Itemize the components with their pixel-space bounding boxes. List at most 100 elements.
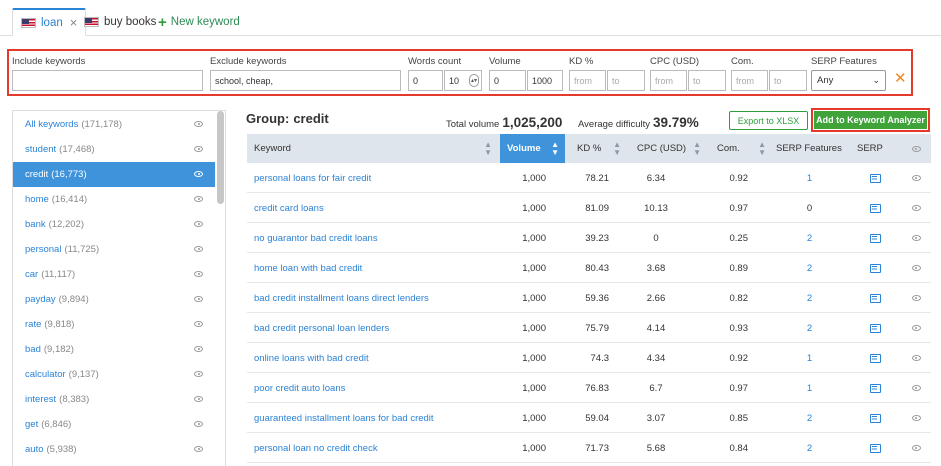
column-cpc[interactable]: CPC (USD) ▲ ▼ — [628, 134, 708, 163]
eye-icon[interactable] — [194, 144, 203, 155]
eye-icon[interactable] — [911, 355, 921, 361]
eye-icon[interactable] — [194, 244, 203, 255]
serp-features-count[interactable]: 2 — [806, 442, 813, 454]
column-visibility[interactable] — [901, 134, 931, 163]
keyword-link[interactable]: bad credit installment loans direct lend… — [254, 292, 429, 304]
row-visibility[interactable] — [901, 343, 931, 373]
serp-snapshot-icon[interactable] — [869, 233, 881, 243]
com-to-input[interactable]: to — [769, 70, 807, 91]
keyword-link[interactable]: online loans with bad credit — [254, 352, 369, 364]
serp-features-count[interactable]: 2 — [806, 412, 813, 424]
kd-to-input[interactable]: to — [607, 70, 645, 91]
sidebar-item[interactable]: interest (8,383) — [13, 387, 215, 412]
sidebar-item[interactable]: get (6,846) — [13, 412, 215, 437]
sidebar-item[interactable]: home (16,414) — [13, 187, 215, 212]
include-keywords-input[interactable] — [12, 70, 203, 91]
keyword-link[interactable]: personal loans for fair credit — [254, 172, 372, 184]
serp-icon-cell[interactable] — [849, 283, 901, 313]
sidebar-item[interactable]: personal (11,725) — [13, 237, 215, 262]
volume-from-input[interactable]: 0 — [489, 70, 526, 91]
eye-icon[interactable] — [911, 175, 921, 181]
column-kd[interactable]: KD % ▲ ▼ — [565, 134, 628, 163]
sidebar-item[interactable]: car (11,117) — [13, 262, 215, 287]
eye-icon[interactable] — [194, 394, 203, 405]
serp-icon-cell[interactable] — [849, 253, 901, 283]
sidebar-item[interactable]: credit (16,773) — [13, 162, 215, 187]
row-visibility[interactable] — [901, 403, 931, 433]
serp-snapshot-icon[interactable] — [869, 203, 881, 213]
serp-snapshot-icon[interactable] — [869, 383, 881, 393]
eye-icon[interactable] — [911, 265, 921, 271]
words-count-to-input[interactable]: 10 ▴▾ — [444, 70, 482, 91]
row-visibility[interactable] — [901, 283, 931, 313]
serp-icon-cell[interactable] — [849, 403, 901, 433]
stepper-icon[interactable]: ▴▾ — [469, 74, 479, 87]
keyword-link[interactable]: credit card loans — [254, 202, 324, 214]
sidebar-item[interactable]: auto (5,938) — [13, 437, 215, 462]
serp-icon-cell[interactable] — [849, 163, 901, 193]
keyword-link[interactable]: home loan with bad credit — [254, 262, 363, 274]
sidebar-item[interactable]: payday (9,894) — [13, 287, 215, 312]
sidebar-item[interactable]: calculator (9,137) — [13, 362, 215, 387]
serp-snapshot-icon[interactable] — [869, 173, 881, 183]
add-to-keyword-analyzer-button[interactable]: Add to Keyword Analyzer — [814, 111, 927, 129]
serp-icon-cell[interactable] — [849, 433, 901, 463]
column-volume[interactable]: Volume ▲ ▼ — [500, 134, 565, 163]
serp-snapshot-icon[interactable] — [869, 293, 881, 303]
serp-icon-cell[interactable] — [849, 193, 901, 223]
sidebar-item[interactable]: rate (9,818) — [13, 312, 215, 337]
cpc-to-input[interactable]: to — [688, 70, 726, 91]
eye-icon[interactable] — [911, 235, 921, 241]
row-visibility[interactable] — [901, 223, 931, 253]
cpc-from-input[interactable]: from — [650, 70, 687, 91]
eye-icon[interactable] — [194, 369, 203, 380]
tab-loan[interactable]: loan × — [12, 8, 87, 36]
serp-features-select[interactable]: Any ⌄ — [811, 70, 886, 91]
serp-features-count[interactable]: 1 — [806, 172, 813, 184]
eye-icon[interactable] — [194, 444, 203, 455]
eye-icon[interactable] — [194, 344, 203, 355]
serp-features-count[interactable]: 1 — [806, 352, 813, 364]
serp-features-count[interactable]: 1 — [806, 382, 813, 394]
sidebar-item[interactable]: bank (12,202) — [13, 212, 215, 237]
sidebar-item[interactable]: student (17,468) — [13, 137, 215, 162]
keyword-link[interactable]: poor credit auto loans — [254, 382, 346, 394]
serp-snapshot-icon[interactable] — [869, 263, 881, 273]
eye-icon[interactable] — [194, 169, 203, 180]
serp-features-count[interactable]: 2 — [806, 292, 813, 304]
exclude-keywords-input[interactable]: school, cheap, — [210, 70, 401, 91]
serp-snapshot-icon[interactable] — [869, 443, 881, 453]
sidebar-item[interactable]: bad (9,182) — [13, 337, 215, 362]
serp-features-count[interactable]: 2 — [806, 262, 813, 274]
com-from-input[interactable]: from — [731, 70, 768, 91]
row-visibility[interactable] — [901, 193, 931, 223]
row-visibility[interactable] — [901, 433, 931, 463]
row-visibility[interactable] — [901, 373, 931, 403]
row-visibility[interactable] — [901, 313, 931, 343]
serp-features-count[interactable]: 2 — [806, 322, 813, 334]
eye-icon[interactable] — [911, 415, 921, 421]
eye-icon[interactable] — [911, 445, 921, 451]
serp-snapshot-icon[interactable] — [869, 353, 881, 363]
eye-icon[interactable] — [911, 295, 921, 301]
eye-icon[interactable] — [194, 419, 203, 430]
serp-features-count[interactable]: 2 — [806, 232, 813, 244]
new-keyword-button[interactable]: + New keyword — [158, 8, 240, 36]
sidebar-scrollbar[interactable] — [217, 111, 224, 204]
column-keyword[interactable]: Keyword ▲ ▼ — [247, 134, 500, 163]
words-count-from-input[interactable]: 0 — [408, 70, 443, 91]
close-icon[interactable]: × — [69, 15, 78, 30]
column-serp-features[interactable]: SERP Features — [773, 134, 849, 163]
serp-snapshot-icon[interactable] — [869, 413, 881, 423]
column-com[interactable]: Com. ▲ ▼ — [708, 134, 773, 163]
serp-icon-cell[interactable] — [849, 313, 901, 343]
row-visibility[interactable] — [901, 163, 931, 193]
eye-icon[interactable] — [911, 205, 921, 211]
eye-icon[interactable] — [194, 194, 203, 205]
keyword-link[interactable]: guaranteed installment loans for bad cre… — [254, 412, 434, 424]
export-xlsx-button[interactable]: Export to XLSX — [729, 111, 808, 130]
eye-icon[interactable] — [911, 325, 921, 331]
serp-icon-cell[interactable] — [849, 343, 901, 373]
tab-buy-books[interactable]: buy books — [76, 8, 164, 36]
sidebar-item[interactable]: All keywords (171,178) — [13, 112, 215, 137]
